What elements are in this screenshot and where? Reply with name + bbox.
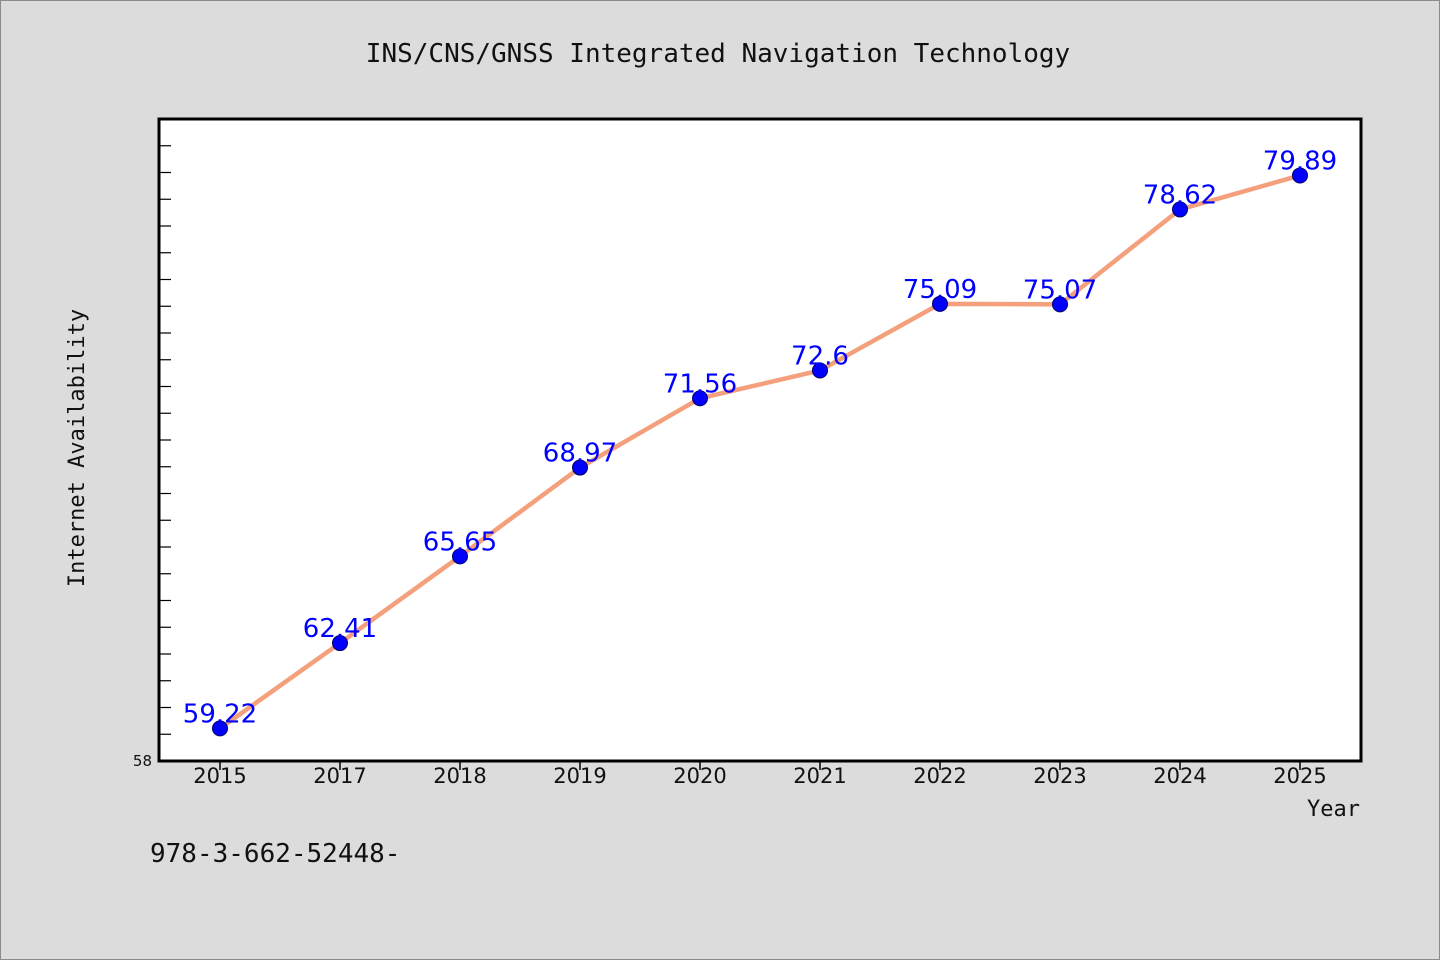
chart-title: INS/CNS/GNSS Integrated Navigation Techn… — [366, 39, 1070, 69]
x-tick-label: 2023 — [1033, 764, 1086, 788]
data-label: 59.22 — [183, 699, 257, 729]
x-tick-label: 2017 — [313, 764, 366, 788]
data-point — [212, 720, 228, 737]
data-label: 65.65 — [423, 527, 497, 557]
series-line — [218, 173, 1301, 731]
data-point — [1172, 201, 1188, 218]
data-point — [572, 459, 588, 476]
data-label: 75.09 — [903, 275, 977, 305]
x-axis-ticks: 2015 2017 2018 2019 2020 2021 2022 2023 2024 2025 — [193, 760, 1327, 788]
data-point — [1052, 296, 1068, 313]
data-label: 75.07 — [1023, 275, 1097, 305]
y-axis-label: Internet Availability — [65, 309, 90, 587]
y-axis-ticks — [160, 145, 171, 735]
data-label: 78.62 — [1143, 180, 1217, 210]
data-label: 68.97 — [543, 439, 617, 469]
x-tick-label: 2024 — [1153, 764, 1206, 788]
x-tick-label: 2022 — [913, 764, 966, 788]
x-tick-label: 2018 — [433, 764, 486, 788]
x-tick-label: 2015 — [193, 764, 246, 788]
x-tick-label: 2019 — [553, 764, 606, 788]
data-point — [692, 390, 708, 407]
data-label: 62.41 — [303, 614, 377, 644]
y-axis-min-label: 58 — [133, 752, 152, 770]
data-point — [932, 295, 948, 312]
data-markers — [212, 167, 1308, 737]
data-point — [332, 635, 348, 652]
data-point — [1292, 167, 1308, 184]
data-label: 71.56 — [663, 369, 737, 399]
isbn-text: 978-3-662-52448- — [150, 839, 400, 869]
x-tick-label: 2021 — [793, 764, 846, 788]
x-axis-label: Year — [1307, 797, 1360, 822]
data-label: 79.89 — [1263, 146, 1337, 176]
data-labels: 59.22 62.41 65.65 68.97 71.56 72.6 75.09 75.07 7… — [183, 146, 1337, 729]
x-tick-label: 2025 — [1273, 764, 1326, 788]
data-point — [812, 362, 828, 379]
x-tick-label: 2020 — [673, 764, 726, 788]
data-point — [452, 548, 468, 565]
data-label: 72.6 — [791, 341, 849, 371]
